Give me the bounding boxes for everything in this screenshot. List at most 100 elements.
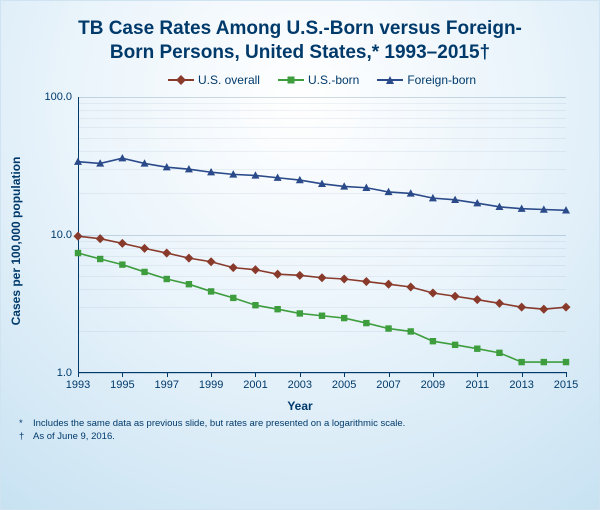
legend-swatch-line (377, 79, 403, 81)
diamond-marker (451, 291, 460, 300)
diamond-marker (73, 231, 82, 240)
x-tick-mark (167, 372, 168, 377)
diamond-icon (177, 76, 184, 83)
y-minor-gridline (78, 138, 566, 139)
slide-card: TB Case Rates Among U.S.-Born versus For… (0, 0, 600, 510)
legend-label: U.S. overall (198, 73, 260, 87)
square-marker (186, 281, 192, 287)
square-marker (141, 268, 147, 274)
x-tick-label: 2013 (509, 379, 533, 391)
diamond-marker (295, 270, 304, 279)
x-tick-mark (122, 372, 123, 377)
square-marker (541, 358, 547, 364)
title-line-2: Born Persons, United States,* 1993–2015† (110, 42, 490, 63)
x-tick-label: 2005 (332, 379, 356, 391)
square-icon (287, 76, 294, 83)
y-minor-gridline (78, 248, 566, 249)
y-minor-gridline (78, 256, 566, 257)
y-minor-gridline (78, 118, 566, 119)
y-minor-gridline (78, 151, 566, 152)
y-minor-gridline (78, 169, 566, 170)
y-axis-label: Cases per 100,000 population (9, 156, 23, 325)
x-tick-label: 1997 (154, 379, 178, 391)
diamond-marker (539, 304, 548, 313)
legend-item: U.S.-born (278, 73, 359, 87)
square-marker (119, 261, 125, 267)
x-tick-label: 1995 (110, 379, 134, 391)
legend-label: Foreign-born (407, 73, 476, 87)
y-minor-gridline (78, 276, 566, 277)
series-line (78, 236, 566, 309)
footnote-symbol: * (19, 417, 29, 430)
x-tick-mark (300, 372, 301, 377)
diamond-marker (384, 279, 393, 288)
chart-title: TB Case Rates Among U.S.-Born versus For… (19, 17, 581, 65)
footnotes: * Includes the same data as previous slid… (19, 417, 581, 444)
diamond-marker (184, 253, 193, 262)
square-marker (297, 310, 303, 316)
square-marker (474, 345, 480, 351)
square-marker (230, 294, 236, 300)
y-tick-label: 100.0 (30, 91, 72, 103)
square-marker (341, 314, 347, 320)
x-tick-label: 2011 (465, 379, 489, 391)
y-minor-gridline (78, 193, 566, 194)
footnote: * Includes the same data as previous slid… (19, 417, 581, 430)
square-marker (319, 312, 325, 318)
legend: U.S. overall U.S.-born Foreign-born (78, 73, 566, 87)
y-tick-label: 10.0 (30, 229, 72, 241)
x-tick-mark (344, 372, 345, 377)
y-gridline (78, 373, 566, 374)
footnote-text: As of June 9, 2016. (33, 430, 115, 443)
y-minor-gridline (78, 241, 566, 242)
triangle-icon (386, 76, 394, 84)
diamond-marker (317, 273, 326, 282)
y-gridline (78, 97, 566, 98)
x-tick-label: 2009 (421, 379, 445, 391)
y-minor-gridline (78, 265, 566, 266)
square-marker (563, 358, 569, 364)
square-marker (452, 341, 458, 347)
x-tick-mark (255, 372, 256, 377)
x-tick-label: 2001 (243, 379, 267, 391)
plot-area: 1.010.0100.01993199519971999200120032005… (78, 97, 566, 373)
y-gridline (78, 235, 566, 236)
square-marker (430, 337, 436, 343)
y-minor-gridline (78, 103, 566, 104)
x-tick-label: 1999 (199, 379, 223, 391)
footnote-text: Includes the same data as previous slide… (33, 417, 405, 430)
square-marker (496, 349, 502, 355)
x-tick-label: 2007 (376, 379, 400, 391)
legend-item: Foreign-born (377, 73, 476, 87)
legend-label: U.S.-born (308, 73, 359, 87)
y-minor-gridline (78, 307, 566, 308)
plot-wrap: U.S. overall U.S.-born Foreign-born 1.010.… (20, 71, 580, 411)
x-tick-mark (389, 372, 390, 377)
x-tick-label: 1993 (66, 379, 90, 391)
diamond-marker (473, 295, 482, 304)
legend-item: U.S. overall (168, 73, 260, 87)
square-marker (75, 249, 81, 255)
diamond-marker (362, 277, 371, 286)
y-minor-gridline (78, 331, 566, 332)
y-minor-gridline (78, 110, 566, 111)
footnote-symbol: † (19, 430, 29, 443)
x-axis-label: Year (287, 399, 312, 413)
diamond-marker (229, 263, 238, 272)
y-minor-gridline (78, 127, 566, 128)
square-marker (518, 358, 524, 364)
x-tick-label: 2003 (288, 379, 312, 391)
title-line-1: TB Case Rates Among U.S.-Born versus For… (78, 18, 522, 39)
square-marker (363, 319, 369, 325)
y-minor-gridline (78, 289, 566, 290)
legend-swatch-line (168, 79, 194, 81)
legend-swatch-line (278, 79, 304, 81)
x-tick-mark (522, 372, 523, 377)
x-tick-mark (477, 372, 478, 377)
x-tick-mark (433, 372, 434, 377)
triangle-marker (118, 154, 126, 161)
x-tick-mark (566, 372, 567, 377)
x-tick-mark (211, 372, 212, 377)
footnote: † As of June 9, 2016. (19, 430, 581, 443)
diamond-marker (118, 238, 127, 247)
